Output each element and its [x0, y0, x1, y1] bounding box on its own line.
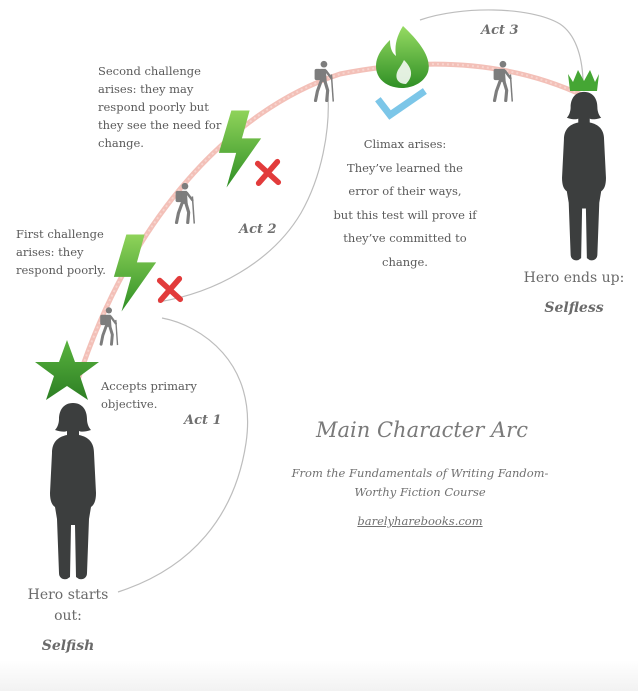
act3-connector-line	[419, 9, 584, 81]
act-3-label: Act 3	[481, 23, 519, 38]
diagram-subtitle: From the Fundamentals of Writing Fandom-…	[291, 466, 549, 499]
note-second-challenge: Second challenge arises: they may respon…	[98, 64, 222, 150]
website-link[interactable]: barelyharebooks.com	[357, 514, 483, 528]
cross-icon	[160, 279, 181, 300]
diagram-title: Main Character Arc	[316, 418, 528, 442]
hero-start-trait: Selfish	[41, 638, 95, 654]
star-icon	[35, 340, 99, 400]
note-first-challenge: First challenge arises: they respond poo…	[16, 227, 106, 277]
lightning-bolt-icon	[113, 234, 157, 312]
note-accepts-primary-objective: Accepts primary objective.	[101, 379, 197, 411]
bottom-fade	[0, 660, 638, 691]
hero-start-label: Hero starts out:	[27, 587, 109, 624]
fire-icon	[376, 26, 429, 88]
hero-end-label: Hero ends up:	[523, 270, 625, 286]
act-2-label: Act 2	[239, 222, 277, 237]
crown-icon	[568, 70, 599, 91]
cross-icon	[258, 162, 279, 183]
act2-connector-line	[157, 94, 329, 303]
hero-end-trait: Selfless	[544, 300, 604, 316]
person-silhouette-icon	[50, 403, 96, 580]
check-icon	[375, 88, 427, 120]
lightning-bolt-icon	[218, 110, 262, 188]
person-silhouette-icon	[562, 91, 606, 261]
act1-connector-line	[117, 317, 249, 593]
note-climax: Climax arises: They’ve learned the error…	[333, 137, 477, 269]
act-1-label: Act 1	[184, 413, 222, 428]
